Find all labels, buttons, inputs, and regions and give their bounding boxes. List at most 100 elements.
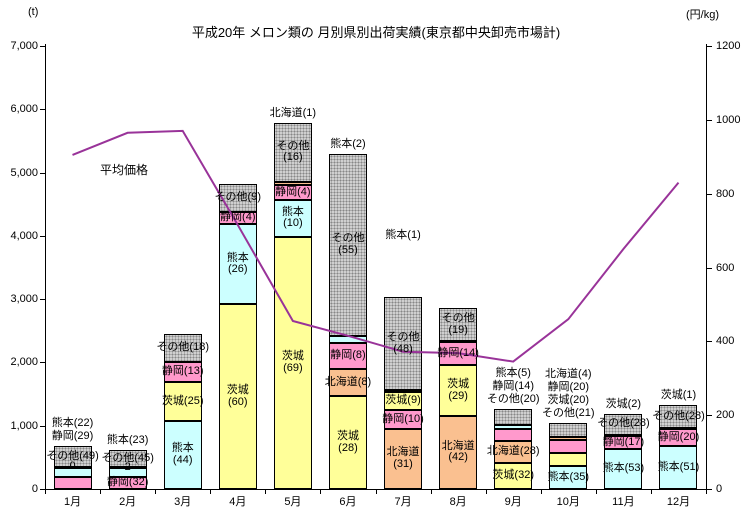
bar-outside-label: 熊本(5) — [495, 367, 531, 380]
bar-segment-shizuoka — [604, 436, 643, 450]
x-axis-month-label: 5月 — [284, 496, 302, 508]
bar-outside-label: 北海道(1) — [269, 107, 317, 120]
bar-outside-label: 熊本(1) — [385, 229, 421, 242]
bar-outside-label: 北海道(4) — [545, 368, 592, 381]
bar-segment-ibaraki — [328, 396, 367, 489]
y-axis-left-tick-label: 6,000 — [10, 103, 38, 116]
y-axis-right-tick-label: 1200 — [716, 40, 741, 52]
x-axis-tick — [210, 490, 212, 494]
x-axis-month-label: 9月 — [504, 496, 522, 508]
bar-outside-label: 静岡(20) — [547, 381, 590, 394]
bar-segment-sonota — [659, 404, 698, 429]
bar-segment-kumamoto — [604, 449, 643, 489]
bar-segment-kumamoto — [439, 341, 478, 344]
y-axis-right-tick-label: 800 — [716, 187, 735, 200]
bar-outside-label: 茨城(20) — [547, 394, 590, 407]
y-axis-left-tick — [40, 425, 45, 427]
x-axis-month-label: 10月 — [556, 496, 580, 508]
bar-segment-ibaraki — [659, 428, 698, 431]
bar-segment-sonota — [494, 409, 533, 426]
x-axis-month-label: 11月 — [612, 496, 635, 508]
bar-segment-ibaraki — [53, 467, 92, 470]
bar-segment-kumamoto — [108, 467, 147, 477]
bar-segment-shizuoka — [108, 476, 147, 489]
x-axis-tick — [706, 490, 707, 494]
y-axis-left-tick — [40, 46, 45, 47]
bar-segment-hokkaido — [384, 428, 423, 489]
bar-segment-shizuoka — [549, 439, 588, 453]
y-axis-right-tick — [707, 341, 712, 343]
x-axis-tick — [485, 490, 487, 494]
bar-segment-sonota — [163, 333, 202, 362]
y-axis-right-tick-label: 0 — [716, 483, 723, 495]
bar-segment-hokkaido — [439, 415, 478, 489]
bar-segment-kumamoto — [328, 336, 367, 343]
y-axis-left-tick — [40, 172, 45, 174]
bar-outside-label: その他(20) — [486, 393, 540, 406]
bar-segment-shizuoka — [273, 185, 312, 201]
x-axis-month-label: 3月 — [174, 496, 192, 508]
y-axis-right-tick-label: 400 — [716, 335, 735, 348]
bar-segment-kumamoto — [273, 200, 312, 237]
bar-segment-shizuoka — [328, 342, 367, 370]
x-axis-tick — [45, 490, 46, 494]
bar-segment-shizuoka — [384, 409, 423, 429]
bar-segment-sonota — [549, 423, 588, 437]
bar-outside-label: 静岡(14) — [492, 380, 534, 393]
bar-segment-sonota — [439, 308, 478, 342]
bar-segment-hokkaido — [328, 369, 367, 396]
bar-segment-kumamoto — [659, 446, 698, 489]
y-axis-left-tick-label: 2,000 — [10, 356, 38, 369]
y-axis-right-tick — [707, 267, 712, 269]
y-axis-right-tick — [707, 415, 712, 417]
bar-segment-ibaraki — [218, 304, 257, 489]
bar-outside-label: その他(21) — [542, 407, 595, 420]
y-axis-left-tick — [40, 109, 45, 111]
bar-segment-kumamoto — [163, 420, 202, 489]
x-axis-tick — [595, 490, 597, 494]
bar-segment-shizuoka — [53, 476, 92, 489]
bar-segment-sonota — [328, 153, 367, 337]
x-axis-tick — [100, 490, 102, 494]
bar-segment-sonota — [108, 449, 147, 468]
bar-segment-hokkaido — [494, 440, 533, 464]
x-axis-month-label: 4月 — [229, 496, 247, 508]
y-axis-right-tick-label: 200 — [716, 409, 735, 422]
x-axis-line — [45, 489, 707, 490]
y-axis-right-line — [706, 44, 707, 490]
bar-segment-sonota — [273, 123, 312, 182]
y-axis-left-tick-label: 7,000 — [10, 40, 38, 52]
x-axis-tick — [320, 490, 322, 494]
y-axis-right-tick-label: 1000 — [716, 113, 741, 126]
chart-title: 平成20年 メロン類の 月別県別出荷実績(東京都中央卸売市場計) — [191, 25, 561, 40]
y-axis-left-tick-label: 1,000 — [10, 419, 38, 432]
y-axis-left-tick-label: 5,000 — [10, 166, 38, 179]
left-axis-unit: (t) — [28, 6, 39, 18]
average-price-label: 平均価格 — [100, 163, 149, 177]
bar-outside-label: 熊本(23) — [106, 433, 149, 446]
bar-segment-ibaraki — [439, 365, 478, 416]
bar-outside-label: 熊本(2) — [330, 137, 366, 150]
bar-segment-ibaraki — [604, 434, 643, 437]
x-axis-tick — [375, 490, 377, 494]
x-axis-tick — [540, 490, 542, 494]
bar-segment-sonota — [384, 297, 423, 391]
x-axis-tick — [155, 490, 157, 494]
right-axis-unit: (円/kg) — [686, 9, 719, 21]
x-axis-month-label: 1月 — [63, 496, 82, 508]
y-axis-right-tick — [707, 193, 712, 195]
bar-segment-ibaraki — [494, 463, 533, 489]
y-axis-left-tick — [40, 489, 45, 490]
bar-segment-ibaraki — [163, 382, 202, 421]
bar-segment-sonota — [218, 183, 257, 212]
y-axis-left-tick-label: 4,000 — [10, 229, 38, 242]
bar-segment-ibaraki — [549, 452, 588, 466]
x-axis-month-label: 6月 — [339, 496, 357, 508]
bar-segment-hokkaido — [549, 437, 588, 440]
x-axis-month-label: 2月 — [119, 496, 137, 508]
bar-segment-ibaraki — [384, 392, 423, 410]
y-axis-left-tick — [40, 299, 45, 301]
bar-segment-kumamoto — [384, 390, 423, 393]
bar-segment-ibaraki — [273, 236, 312, 489]
